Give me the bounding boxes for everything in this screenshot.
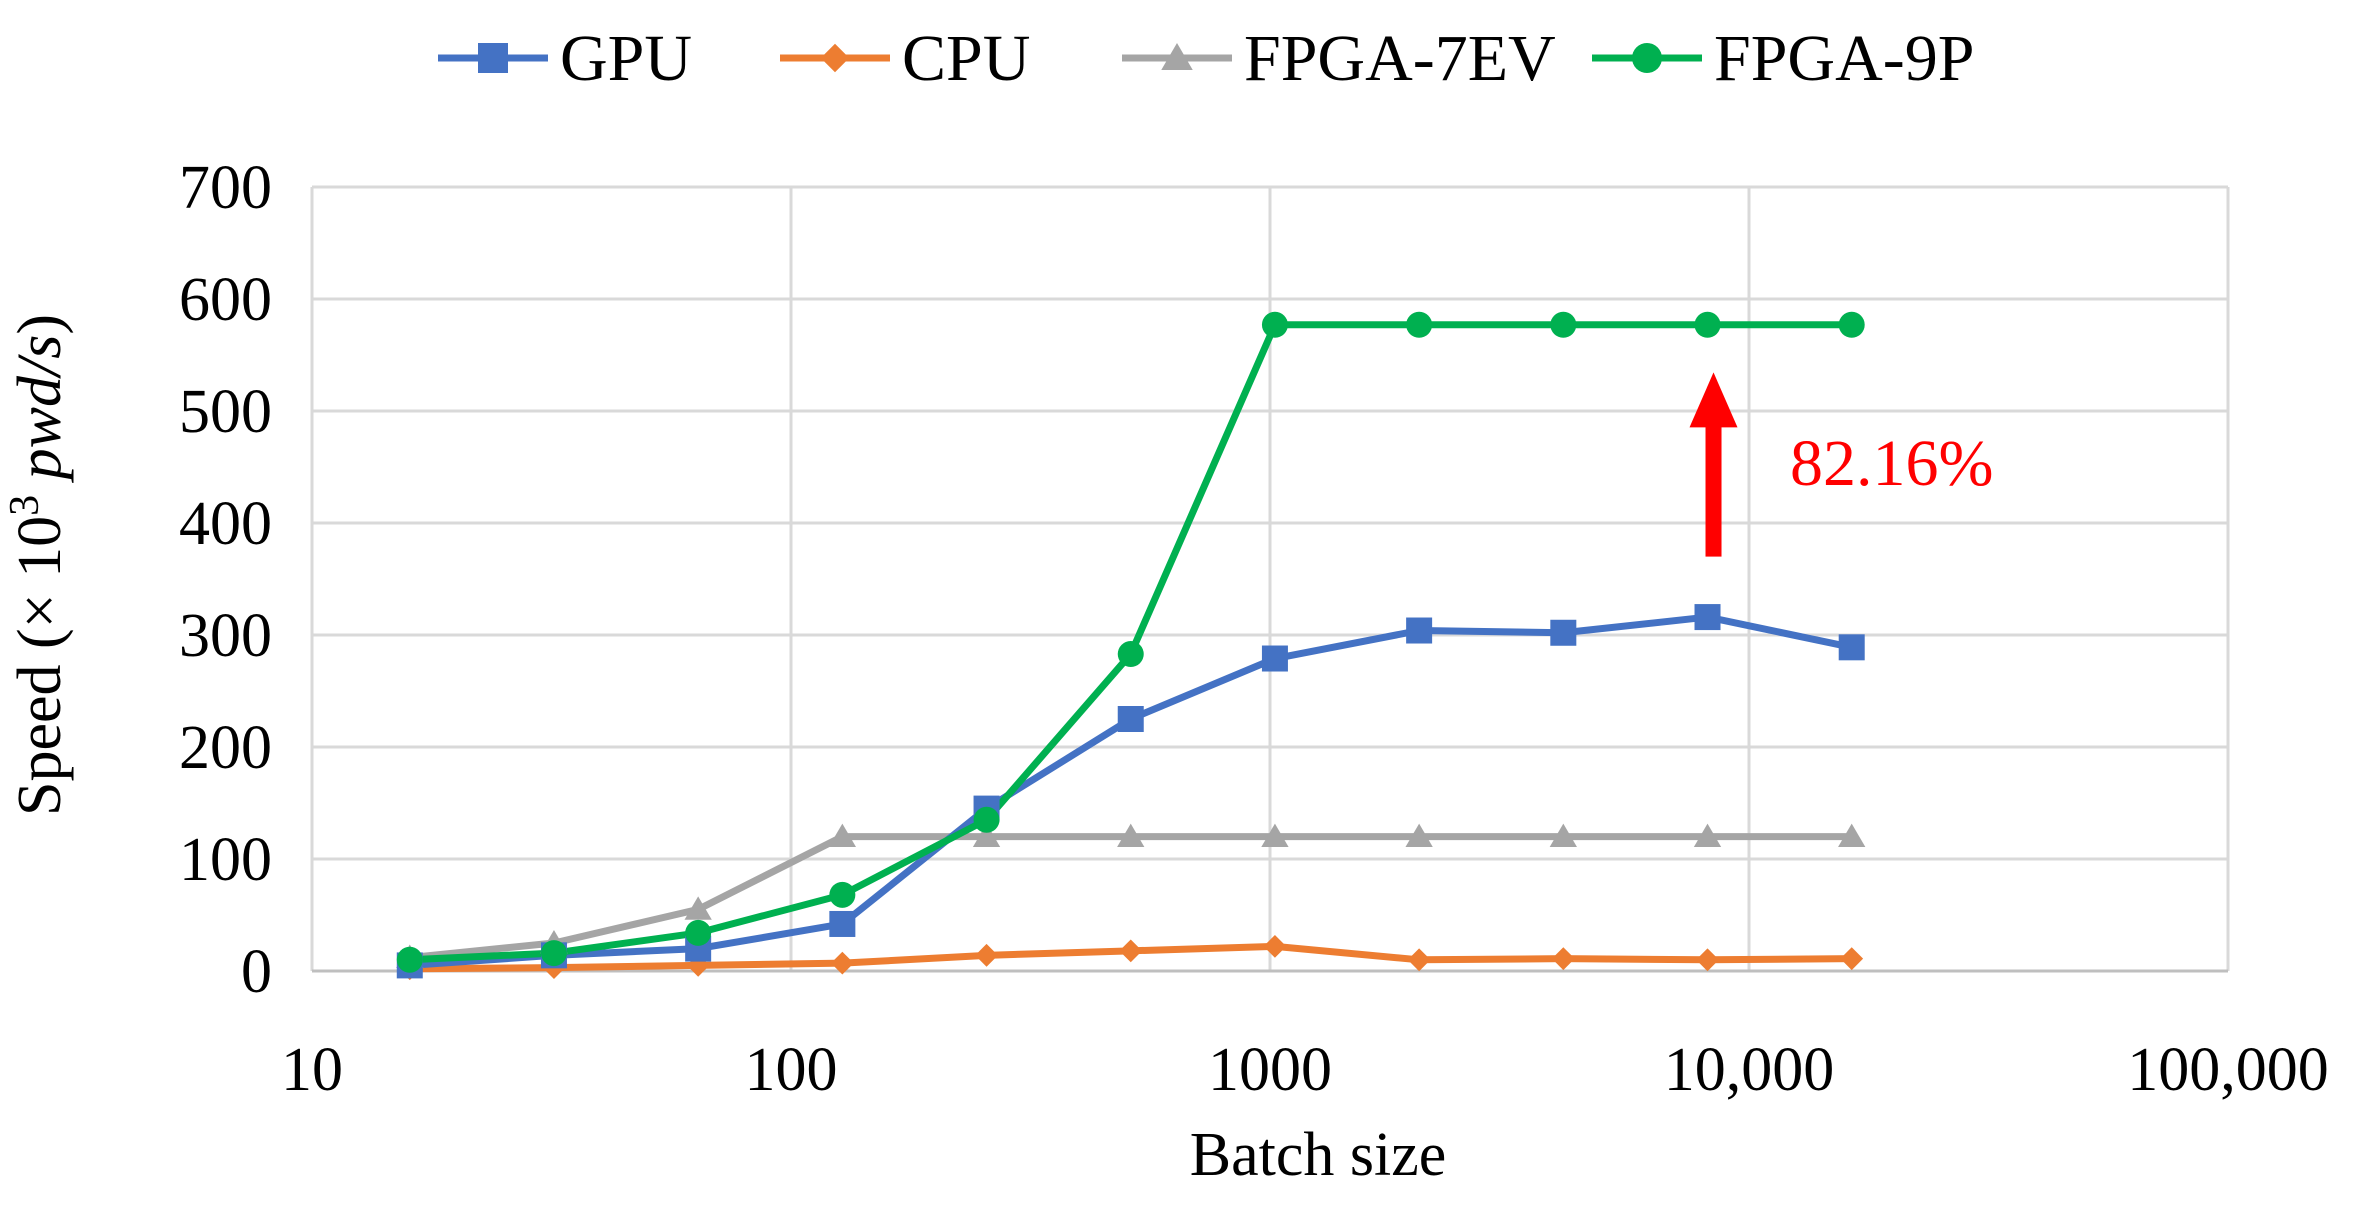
y-axis-label-suffix: ) <box>6 314 74 335</box>
legend-marker-fpga-7ev <box>1161 43 1193 70</box>
data-point-fpga-9p <box>396 946 423 973</box>
annotation: 82.16% <box>1689 372 1993 557</box>
data-point-gpu <box>1406 617 1433 644</box>
annotation-text: 82.16% <box>1790 427 1993 500</box>
legend-label-cpu: CPU <box>902 22 1030 95</box>
data-point-fpga-9p <box>1406 311 1433 338</box>
y-tick-labels: 0 100 200 300 400 500 600 700 <box>179 154 272 1006</box>
y-tick-label: 400 <box>179 490 272 558</box>
y-tick-label: 300 <box>179 602 272 670</box>
data-point-cpu <box>1696 948 1719 972</box>
data-point-fpga-7ev <box>1549 823 1577 847</box>
arrow-head <box>1689 372 1738 428</box>
x-tick-label: 1000 <box>1208 1036 1332 1104</box>
arrow-shaft <box>1705 422 1722 557</box>
data-point-fpga-9p <box>973 806 1000 833</box>
legend-marker-fpga-9p <box>1632 43 1662 73</box>
data-point-gpu <box>1117 706 1144 732</box>
data-point-fpga-9p <box>1117 641 1144 668</box>
y-tick-label: 600 <box>179 266 272 334</box>
x-tick-label: 100 <box>745 1036 838 1104</box>
y-tick-label: 200 <box>179 714 272 782</box>
legend-label-fpga-9p: FPGA-9P <box>1714 22 1974 95</box>
data-point-cpu <box>1119 939 1143 963</box>
series-markers <box>396 311 1866 981</box>
series-line-fpga-7ev <box>409 833 1852 962</box>
data-point-fpga-7ev <box>684 896 712 920</box>
y-tick-label: 500 <box>179 378 272 446</box>
data-point-cpu <box>830 951 854 975</box>
data-point-fpga-7ev <box>972 823 1001 847</box>
data-point-fpga-7ev <box>1261 823 1289 847</box>
data-point-cpu <box>1407 948 1431 972</box>
legend-marker-gpu <box>478 43 508 73</box>
data-point-gpu <box>829 910 856 937</box>
y-axis-label: Speed (× 103 pwd/s) <box>2 314 74 816</box>
data-point-fpga-7ev <box>1405 823 1433 847</box>
y-axis-label-unit: pwd/s <box>6 335 74 495</box>
data-point-gpu <box>1550 619 1577 646</box>
data-point-cpu <box>1840 947 1864 971</box>
grid-lines <box>310 185 2230 973</box>
data-point-fpga-7ev <box>1838 823 1866 847</box>
data-point-fpga-7ev <box>1117 823 1145 847</box>
data-point-fpga-9p <box>1838 311 1865 338</box>
y-tick-label: 100 <box>179 826 272 894</box>
data-point-gpu <box>1694 604 1721 631</box>
x-tick-label: 100,000 <box>2127 1036 2329 1104</box>
data-point-cpu <box>1551 947 1575 971</box>
data-point-gpu <box>1838 634 1865 661</box>
data-point-cpu <box>1263 934 1287 958</box>
data-point-gpu <box>1261 645 1288 672</box>
data-point-fpga-9p <box>685 919 712 946</box>
legend-label-gpu: GPU <box>560 22 692 95</box>
data-point-fpga-7ev <box>1693 823 1722 847</box>
data-point-fpga-7ev <box>828 823 857 847</box>
x-axis-label: Batch size <box>1190 1121 1447 1189</box>
x-tick-label: 10 <box>281 1036 343 1104</box>
data-point-fpga-9p <box>1694 311 1721 338</box>
x-tick-labels: 10 100 1000 10,000 100,000 <box>281 1036 2329 1104</box>
data-point-fpga-9p <box>1550 311 1577 338</box>
y-tick-label: 700 <box>179 154 272 222</box>
x-tick-label: 10,000 <box>1664 1036 1835 1104</box>
y-tick-label: 0 <box>241 938 272 1006</box>
legend-marker-cpu <box>820 43 850 73</box>
y-axis-label-sup: 3 <box>2 495 48 516</box>
series-line-gpu <box>409 613 1853 969</box>
data-point-fpga-9p <box>1261 311 1288 338</box>
data-point-cpu <box>975 943 998 967</box>
legend-label-fpga-7ev: FPGA-7EV <box>1244 22 1556 95</box>
legend: GPU CPU FPGA-7EV FPGA-9P <box>438 22 1974 95</box>
y-axis-label-prefix: Speed (× 10 <box>6 516 74 816</box>
data-point-fpga-9p <box>540 940 567 967</box>
data-point-fpga-9p <box>829 881 856 908</box>
